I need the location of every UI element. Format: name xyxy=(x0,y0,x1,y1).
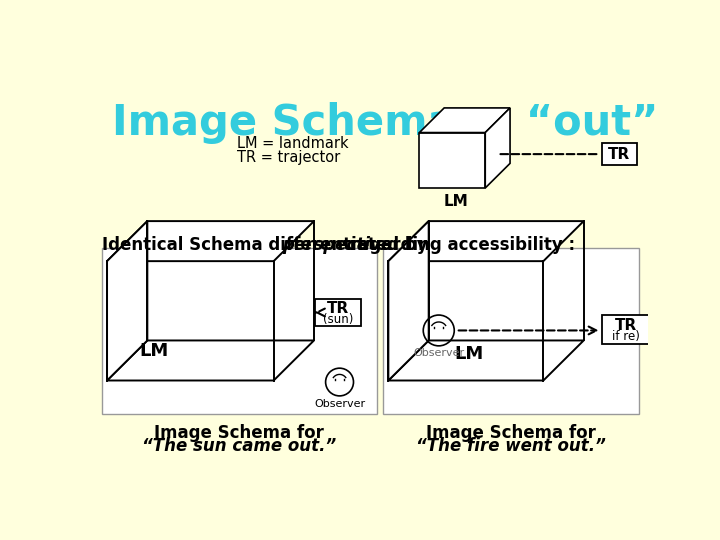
Text: perspective: perspective xyxy=(282,236,392,254)
Text: Image Schemas:  “out”: Image Schemas: “out” xyxy=(112,102,658,144)
Text: (sun): (sun) xyxy=(323,313,354,326)
Text: Image Schema for: Image Schema for xyxy=(154,423,324,442)
Text: regarding accessibility :: regarding accessibility : xyxy=(344,236,575,254)
Text: LM: LM xyxy=(444,194,469,209)
Polygon shape xyxy=(485,108,510,188)
Text: “The fire went out.”: “The fire went out.” xyxy=(416,437,606,455)
Text: LM: LM xyxy=(454,345,484,363)
Bar xyxy=(601,315,649,345)
Bar xyxy=(102,248,377,414)
Polygon shape xyxy=(388,221,428,381)
Polygon shape xyxy=(107,340,314,381)
Polygon shape xyxy=(419,132,485,188)
Polygon shape xyxy=(388,340,584,381)
Text: LM = landmark: LM = landmark xyxy=(238,137,349,151)
Text: Identical Schema differentiated by: Identical Schema differentiated by xyxy=(102,236,433,254)
Polygon shape xyxy=(388,221,584,261)
Bar xyxy=(383,248,639,414)
Text: TR: TR xyxy=(614,318,636,333)
Text: TR: TR xyxy=(327,301,349,316)
Polygon shape xyxy=(419,108,510,132)
Text: TR = trajector: TR = trajector xyxy=(238,150,341,165)
Polygon shape xyxy=(107,221,314,261)
Bar xyxy=(315,299,361,326)
Text: LM: LM xyxy=(139,342,168,360)
Text: Observer: Observer xyxy=(413,348,464,358)
Text: Observer: Observer xyxy=(314,399,365,409)
Text: if re): if re) xyxy=(611,330,639,343)
Bar xyxy=(601,143,637,165)
Text: TR: TR xyxy=(608,147,631,163)
Text: Image Schema for: Image Schema for xyxy=(426,423,595,442)
Polygon shape xyxy=(107,221,148,381)
Text: “The sun came out.”: “The sun came out.” xyxy=(142,437,336,455)
